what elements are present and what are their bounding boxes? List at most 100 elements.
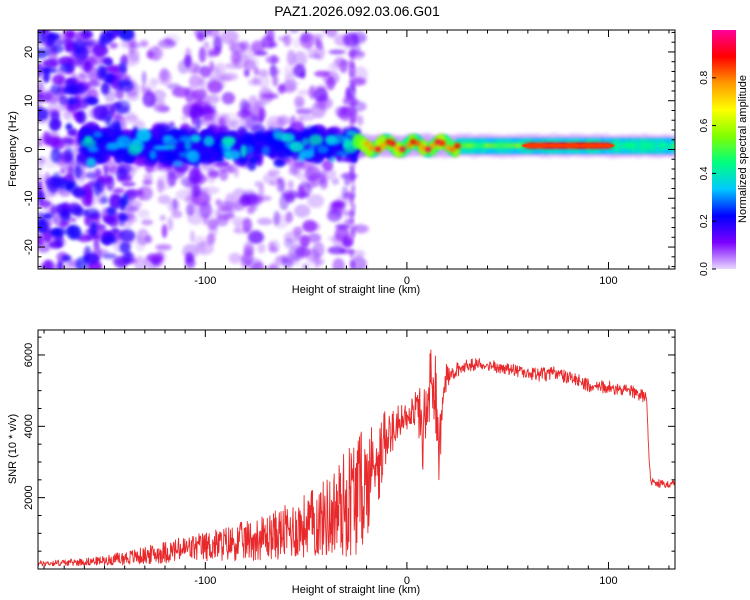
heatmap-cell bbox=[100, 82, 110, 95]
heatmap-cell bbox=[62, 110, 71, 120]
heatmap-cell bbox=[161, 224, 168, 239]
heatmap-cell bbox=[430, 142, 437, 149]
heatmap-cell bbox=[167, 217, 173, 231]
heatmap-cell bbox=[288, 157, 300, 173]
heatmap-cell bbox=[193, 30, 211, 39]
heatmap-cell bbox=[136, 228, 150, 246]
heatmap-cell bbox=[198, 46, 207, 63]
heatmap-cell bbox=[344, 177, 351, 186]
heatmap-cell bbox=[351, 118, 355, 127]
heatmap-cell bbox=[353, 250, 365, 258]
heatmap-cell bbox=[273, 210, 281, 226]
heatmap-cell bbox=[59, 167, 66, 175]
heatmap-cell bbox=[298, 152, 305, 163]
heatmap-cell bbox=[311, 33, 324, 40]
heatmap-cell bbox=[495, 143, 504, 149]
heatmap-cell bbox=[227, 163, 239, 173]
heatmap-cell bbox=[115, 168, 128, 180]
heatmap-cell bbox=[289, 141, 305, 153]
heatmap-cell bbox=[199, 152, 212, 163]
heatmap-cell bbox=[350, 101, 367, 112]
heatmap-cell bbox=[80, 128, 92, 136]
heatmap-cell bbox=[49, 118, 61, 132]
heatmap-cell bbox=[459, 143, 468, 149]
heatmap-cell bbox=[112, 187, 125, 194]
heatmap-cell bbox=[157, 194, 171, 205]
heatmap-cell bbox=[76, 73, 87, 87]
heatmap-cell bbox=[85, 233, 101, 240]
heatmap-cell bbox=[42, 67, 58, 74]
heatmap-cell bbox=[471, 143, 480, 149]
heatmap-cell bbox=[419, 144, 426, 151]
heatmap-cell bbox=[342, 239, 352, 248]
heatmap-cell bbox=[109, 42, 118, 49]
heatmap-cell bbox=[171, 210, 183, 219]
heatmap-cell bbox=[149, 149, 157, 160]
heatmap-cell bbox=[155, 244, 172, 251]
heatmap-cell bbox=[46, 131, 61, 147]
heatmap-cell bbox=[325, 30, 338, 38]
heatmap-cell bbox=[122, 206, 140, 213]
heatmap-cell bbox=[195, 117, 202, 131]
heatmap-cell bbox=[449, 146, 456, 153]
heatmap-cell bbox=[81, 40, 95, 47]
heatmap-cell bbox=[671, 143, 675, 149]
heatmap-cell bbox=[286, 49, 296, 66]
heatmap-cell bbox=[164, 135, 174, 141]
y-tick-label: 20 bbox=[23, 46, 35, 58]
heatmap-cell bbox=[72, 59, 84, 67]
heatmap-cell bbox=[296, 108, 312, 115]
heatmap-cell bbox=[113, 113, 123, 122]
heatmap-cell bbox=[346, 84, 356, 99]
heatmap-cell bbox=[146, 50, 155, 59]
heatmap-cell bbox=[115, 150, 123, 163]
heatmap-cell bbox=[231, 216, 246, 226]
heatmap-cell bbox=[640, 142, 649, 149]
heatmap-cell bbox=[294, 204, 311, 218]
heatmap-cell bbox=[221, 136, 236, 146]
heatmap-cell bbox=[143, 173, 153, 181]
heatmap-cell bbox=[284, 237, 294, 249]
heatmap-cell bbox=[89, 221, 97, 237]
heatmap-cell bbox=[331, 177, 340, 186]
snr-frame bbox=[37, 329, 676, 570]
heatmap-cell bbox=[112, 227, 119, 234]
heatmap-cell bbox=[260, 93, 279, 100]
heatmap-cell bbox=[293, 64, 306, 78]
heatmap-cell bbox=[67, 31, 74, 39]
heatmap-cell bbox=[119, 229, 136, 242]
heatmap-cell bbox=[87, 97, 99, 106]
heatmap-cell bbox=[218, 75, 232, 81]
heatmap-cell bbox=[104, 65, 119, 74]
heatmap-cell bbox=[52, 172, 61, 186]
heatmap-cell bbox=[261, 145, 271, 156]
heatmap-cell bbox=[308, 172, 325, 186]
heatmap-cell bbox=[188, 74, 202, 88]
heatmap-cell bbox=[242, 217, 252, 233]
heatmap-cell bbox=[254, 130, 267, 142]
heatmap-cell bbox=[106, 60, 114, 67]
heatmap-cell bbox=[50, 84, 61, 95]
heatmap-cell bbox=[270, 240, 280, 253]
heatmap-cell bbox=[192, 65, 204, 74]
heatmap-cell bbox=[191, 183, 201, 198]
heatmap-cell bbox=[335, 150, 349, 157]
heatmap-cell bbox=[658, 142, 667, 149]
heatmap-cell bbox=[185, 252, 194, 264]
heatmap-cell bbox=[225, 62, 241, 70]
heatmap-cell bbox=[83, 30, 91, 38]
heatmap-cell bbox=[336, 155, 346, 162]
heatmap-cell bbox=[301, 137, 310, 147]
heatmap-cell bbox=[294, 230, 302, 241]
snr-xlabel: Height of straight line (km) bbox=[292, 584, 420, 596]
heatmap-cell bbox=[483, 143, 492, 149]
heatmap-cell bbox=[434, 139, 441, 145]
colorbar-gradient bbox=[712, 30, 736, 269]
heatmap-cell bbox=[167, 170, 177, 187]
heatmap-cell bbox=[181, 115, 188, 122]
heatmap-cell bbox=[171, 87, 191, 98]
heatmap-cell bbox=[405, 142, 412, 149]
spectrogram-xlabel: Height of straight line (km) bbox=[292, 284, 420, 296]
